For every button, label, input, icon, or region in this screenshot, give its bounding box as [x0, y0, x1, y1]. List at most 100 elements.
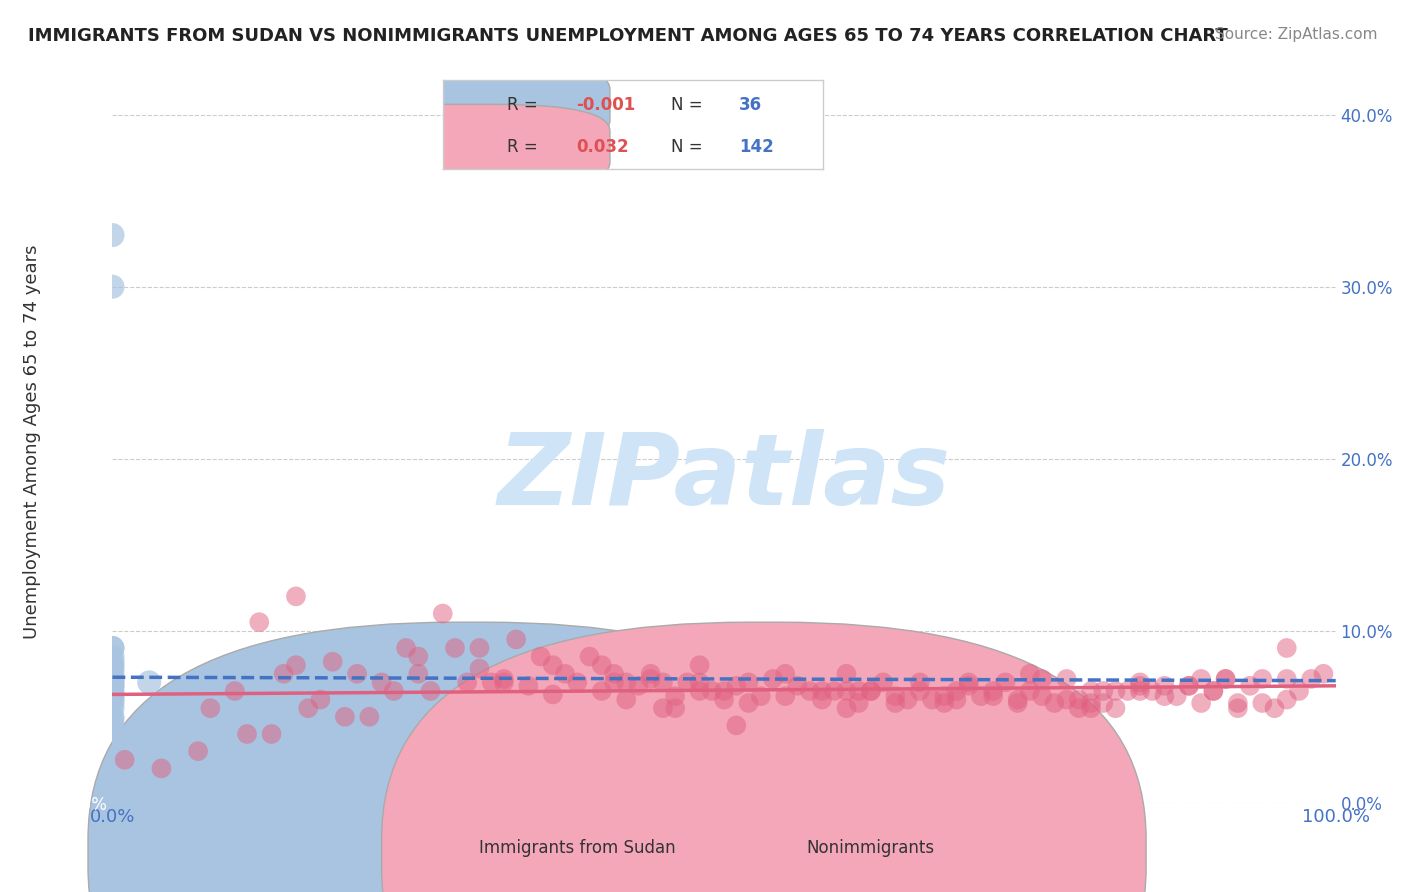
- Point: [1104, 684, 1126, 698]
- Point: [297, 701, 319, 715]
- Point: [934, 689, 956, 703]
- Point: [640, 672, 662, 686]
- Point: [981, 689, 1004, 703]
- Point: [101, 655, 124, 669]
- Point: [468, 640, 491, 655]
- Point: [1251, 696, 1274, 710]
- Text: Nonimmigrants: Nonimmigrants: [807, 839, 935, 857]
- Point: [640, 666, 662, 681]
- Y-axis label: Unemployment Among Ages 65 to 74 years: Unemployment Among Ages 65 to 74 years: [24, 244, 41, 639]
- Point: [713, 684, 735, 698]
- Point: [101, 679, 124, 693]
- Point: [725, 718, 748, 732]
- Point: [1067, 692, 1090, 706]
- Point: [737, 696, 759, 710]
- Point: [1215, 672, 1237, 686]
- FancyBboxPatch shape: [336, 104, 610, 189]
- Point: [1129, 679, 1152, 693]
- Point: [994, 675, 1017, 690]
- Point: [591, 658, 613, 673]
- Point: [1067, 701, 1090, 715]
- Point: [713, 692, 735, 706]
- Point: [505, 632, 527, 647]
- Point: [187, 744, 209, 758]
- Text: -0.001: -0.001: [576, 96, 636, 114]
- Point: [101, 718, 124, 732]
- Point: [627, 679, 650, 693]
- Point: [101, 666, 124, 681]
- Point: [921, 692, 943, 706]
- Point: [908, 675, 931, 690]
- Point: [101, 713, 124, 727]
- Point: [884, 689, 907, 703]
- Point: [101, 684, 124, 698]
- Point: [174, 779, 197, 793]
- Point: [444, 640, 467, 655]
- Text: N =: N =: [671, 96, 707, 114]
- Point: [395, 640, 418, 655]
- Text: 36: 36: [740, 96, 762, 114]
- Point: [945, 692, 967, 706]
- Point: [101, 679, 124, 693]
- Point: [1215, 672, 1237, 686]
- Point: [1189, 696, 1212, 710]
- Point: [101, 640, 124, 655]
- Point: [1189, 672, 1212, 686]
- Point: [823, 684, 845, 698]
- Point: [591, 684, 613, 698]
- Point: [749, 689, 772, 703]
- Point: [1031, 672, 1053, 686]
- Point: [114, 753, 136, 767]
- Point: [1080, 684, 1102, 698]
- Point: [1178, 679, 1201, 693]
- Point: [260, 727, 283, 741]
- Point: [897, 692, 920, 706]
- Point: [101, 701, 124, 715]
- Point: [1226, 701, 1249, 715]
- Point: [884, 696, 907, 710]
- Point: [1116, 684, 1139, 698]
- Point: [1129, 684, 1152, 698]
- Point: [1239, 679, 1261, 693]
- Point: [1226, 696, 1249, 710]
- Point: [284, 590, 308, 604]
- Point: [101, 696, 124, 710]
- Point: [101, 758, 124, 772]
- Point: [370, 675, 392, 690]
- Point: [676, 675, 699, 690]
- Point: [872, 675, 894, 690]
- Point: [603, 675, 626, 690]
- Point: [811, 684, 834, 698]
- Point: [1043, 696, 1066, 710]
- Point: [492, 675, 515, 690]
- FancyBboxPatch shape: [336, 62, 610, 147]
- Point: [101, 649, 124, 664]
- Point: [1092, 684, 1115, 698]
- Point: [101, 662, 124, 676]
- Point: [1142, 684, 1164, 698]
- Point: [1104, 701, 1126, 715]
- Point: [1275, 672, 1298, 686]
- Point: [481, 675, 503, 690]
- Point: [1080, 701, 1102, 715]
- Point: [150, 761, 173, 775]
- Point: [101, 640, 124, 655]
- Point: [725, 679, 748, 693]
- Point: [1301, 672, 1323, 686]
- Point: [101, 710, 124, 724]
- Point: [603, 666, 626, 681]
- Point: [101, 723, 124, 738]
- Point: [101, 673, 124, 688]
- Point: [541, 658, 564, 673]
- Point: [700, 684, 723, 698]
- Point: [1275, 640, 1298, 655]
- Point: [456, 675, 478, 690]
- Point: [689, 675, 711, 690]
- Point: [1202, 684, 1225, 698]
- Point: [101, 792, 124, 806]
- Point: [101, 735, 124, 749]
- Point: [101, 787, 124, 801]
- Point: [737, 675, 759, 690]
- Point: [224, 684, 246, 698]
- Point: [578, 649, 600, 664]
